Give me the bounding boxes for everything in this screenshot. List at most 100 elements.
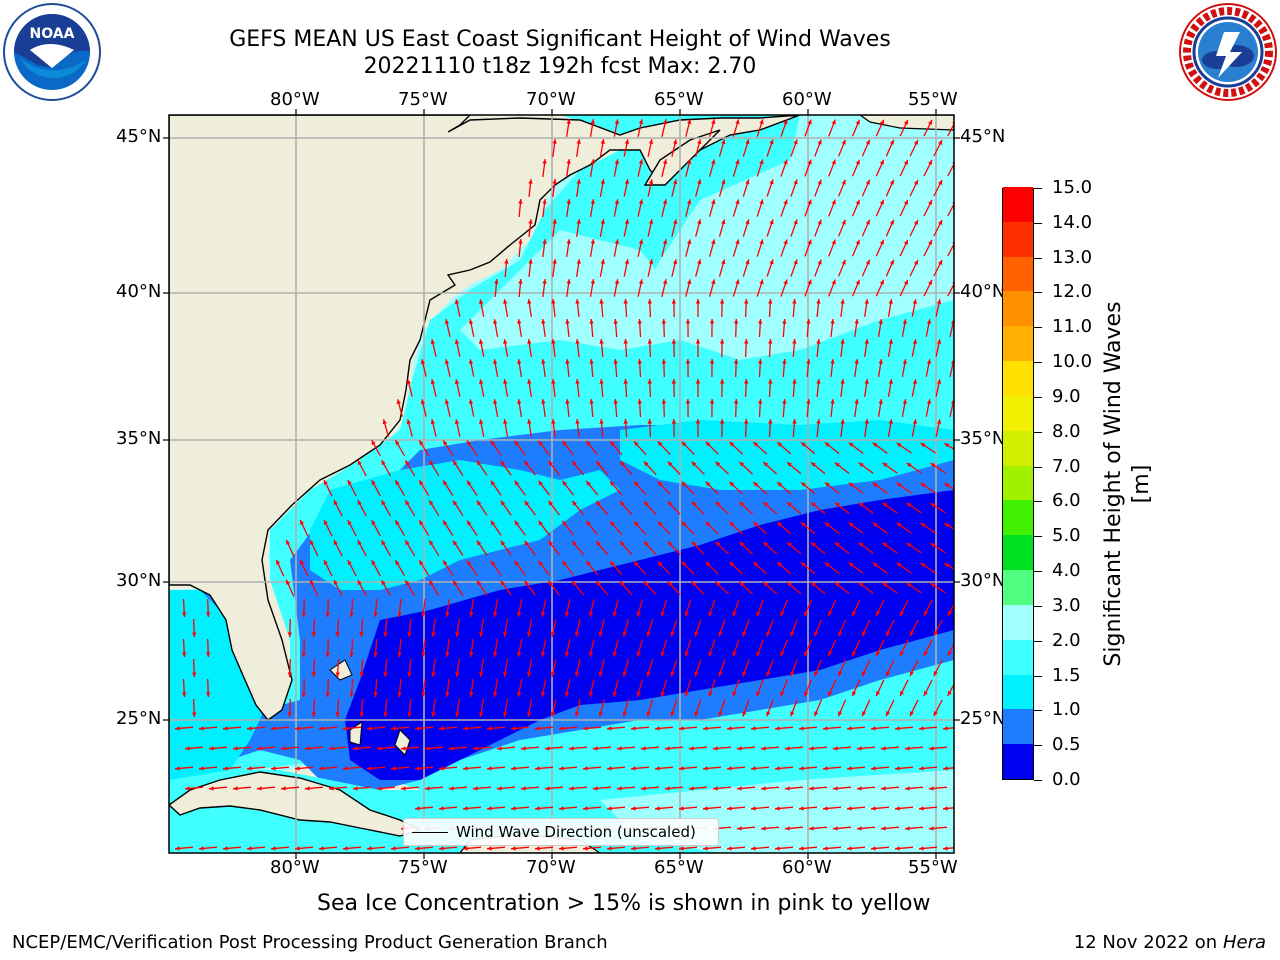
wave-direction-arrowhead: [613, 359, 618, 364]
wave-direction-arrowhead: [833, 786, 838, 791]
wave-direction-arrowhead: [192, 672, 197, 677]
wave-direction-arrowhead: [785, 826, 790, 831]
wave-direction-arrowhead: [703, 846, 708, 851]
wave-direction-arrowhead: [524, 460, 530, 466]
wave-direction-arrowhead: [527, 632, 532, 637]
wave-direction-arrowhead: [614, 119, 619, 124]
wave-direction-arrowhead: [787, 542, 792, 547]
colorbar-tick-mark: [1034, 536, 1042, 538]
wave-direction-arrowhead: [769, 139, 774, 145]
wave-direction-arrowhead: [600, 259, 605, 264]
wave-direction-arrowhead: [271, 766, 276, 771]
wave-direction-arrowhead: [444, 319, 450, 325]
wave-direction-arrowhead: [638, 279, 644, 285]
wave-direction-arrowhead: [886, 711, 890, 717]
wave-direction-arrowhead: [347, 480, 352, 485]
wave-direction-arrowhead: [517, 612, 522, 617]
wave-direction-arrowhead: [624, 259, 629, 264]
wave-direction-arrowhead: [671, 299, 677, 304]
wave-direction-arrowhead: [473, 786, 478, 791]
wave-direction-arrowhead: [504, 259, 509, 264]
wave-direction-arrowhead: [665, 786, 670, 791]
wave-direction-arrowhead: [715, 541, 721, 547]
wave-direction-arrowhead: [881, 746, 886, 751]
wave-direction-arrowhead: [734, 319, 739, 324]
wave-direction-arrowhead: [233, 786, 238, 791]
wave-direction-arrowhead: [453, 580, 458, 586]
wave-direction-arrowhead: [647, 379, 652, 384]
wave-direction-arrowhead: [662, 239, 668, 245]
lat-label-right: 35°N: [960, 428, 1006, 449]
wave-direction-arrowhead: [490, 440, 496, 446]
wave-direction-arrowhead: [479, 632, 484, 637]
wave-direction-arrowhead: [761, 826, 766, 831]
wave-direction-arrowhead: [790, 711, 795, 717]
wave-direction-arrowhead: [551, 379, 556, 384]
wave-direction-arrowhead: [681, 521, 687, 527]
wave-direction-arrowhead: [538, 560, 543, 566]
wave-direction-arrowhead: [920, 443, 926, 448]
wave-direction-arrowhead: [541, 319, 546, 324]
wave-direction-arrowhead: [497, 786, 502, 791]
wave-direction-arrowhead: [756, 611, 761, 617]
wave-direction-arrow: [947, 242, 954, 257]
wave-direction-arrowhead: [612, 611, 617, 617]
lat-label-left: 40°N: [116, 281, 162, 302]
wave-direction-arrowhead: [709, 359, 715, 364]
lon-label-bottom: 80°W: [270, 857, 320, 878]
wave-direction-arrowhead: [503, 712, 508, 717]
wave-direction-arrowhead: [429, 540, 434, 546]
wave-direction-arrowhead: [944, 563, 950, 568]
wave-direction-arrowhead: [596, 461, 601, 466]
wave-direction-arrowhead: [799, 766, 804, 771]
wave-direction-arrowhead: [552, 259, 557, 264]
wave-direction-arrowhead: [545, 746, 550, 751]
wave-direction-arrowhead: [518, 279, 523, 284]
wave-direction-arrowhead: [823, 846, 828, 851]
wave-direction-arrowhead: [900, 651, 904, 657]
wave-direction-arrowhead: [697, 259, 702, 265]
wave-direction-arrowhead: [383, 672, 388, 677]
wave-direction-arrowhead: [708, 691, 713, 697]
wave-direction-arrowhead: [333, 580, 338, 585]
wave-direction-arrowhead: [517, 399, 522, 404]
wave-direction-arrowhead: [206, 692, 211, 697]
colorbar-tick-mark: [1034, 745, 1042, 747]
wave-direction-arrowhead: [900, 691, 904, 697]
wave-direction-arrowhead: [497, 746, 502, 751]
wave-direction-arrowhead: [879, 199, 884, 205]
wave-direction-arrowhead: [469, 652, 474, 657]
wave-direction-arrow: [947, 202, 954, 217]
wave-direction-arrowhead: [620, 461, 625, 467]
wave-direction-arrowhead: [431, 672, 436, 677]
wave-direction-arrowhead: [643, 461, 649, 467]
wave-direction-arrowhead: [477, 500, 482, 506]
colorbar-segment: [1003, 360, 1033, 396]
wave-direction-arrowhead: [569, 746, 574, 751]
wave-direction-arrowhead: [443, 520, 448, 526]
wave-direction-arrowhead: [687, 279, 692, 285]
wave-direction-arrow: [954, 503, 969, 513]
wave-direction-arrowhead: [865, 139, 870, 145]
wave-direction-arrowhead: [687, 239, 692, 245]
wave-direction-arrowhead: [620, 501, 625, 507]
wave-direction-arrowhead: [622, 711, 627, 717]
wave-direction-arrowhead: [647, 339, 652, 344]
wave-direction-arrowhead: [834, 582, 840, 587]
wave-direction-arrowhead: [421, 612, 426, 617]
wave-direction-arrowhead: [954, 543, 959, 547]
wave-direction-arrowhead: [751, 726, 756, 731]
colorbar-segment: [1003, 743, 1033, 779]
wave-direction-arrowhead: [687, 159, 692, 165]
colorbar-tick-label: 3.0: [1052, 594, 1081, 616]
wave-direction-arrow: [960, 379, 964, 397]
wave-direction-arrowhead: [944, 483, 950, 488]
wave-direction-arrowhead: [858, 502, 864, 508]
wave-direction-arrowhead: [734, 359, 739, 364]
wave-direction-arrowhead: [541, 652, 546, 657]
wave-direction-arrowhead: [443, 480, 448, 486]
wave-direction-arrowhead: [902, 359, 907, 364]
wave-direction-arrowhead: [783, 279, 788, 285]
wave-direction-arrow: [954, 463, 969, 473]
wave-direction-arrowhead: [500, 500, 506, 506]
